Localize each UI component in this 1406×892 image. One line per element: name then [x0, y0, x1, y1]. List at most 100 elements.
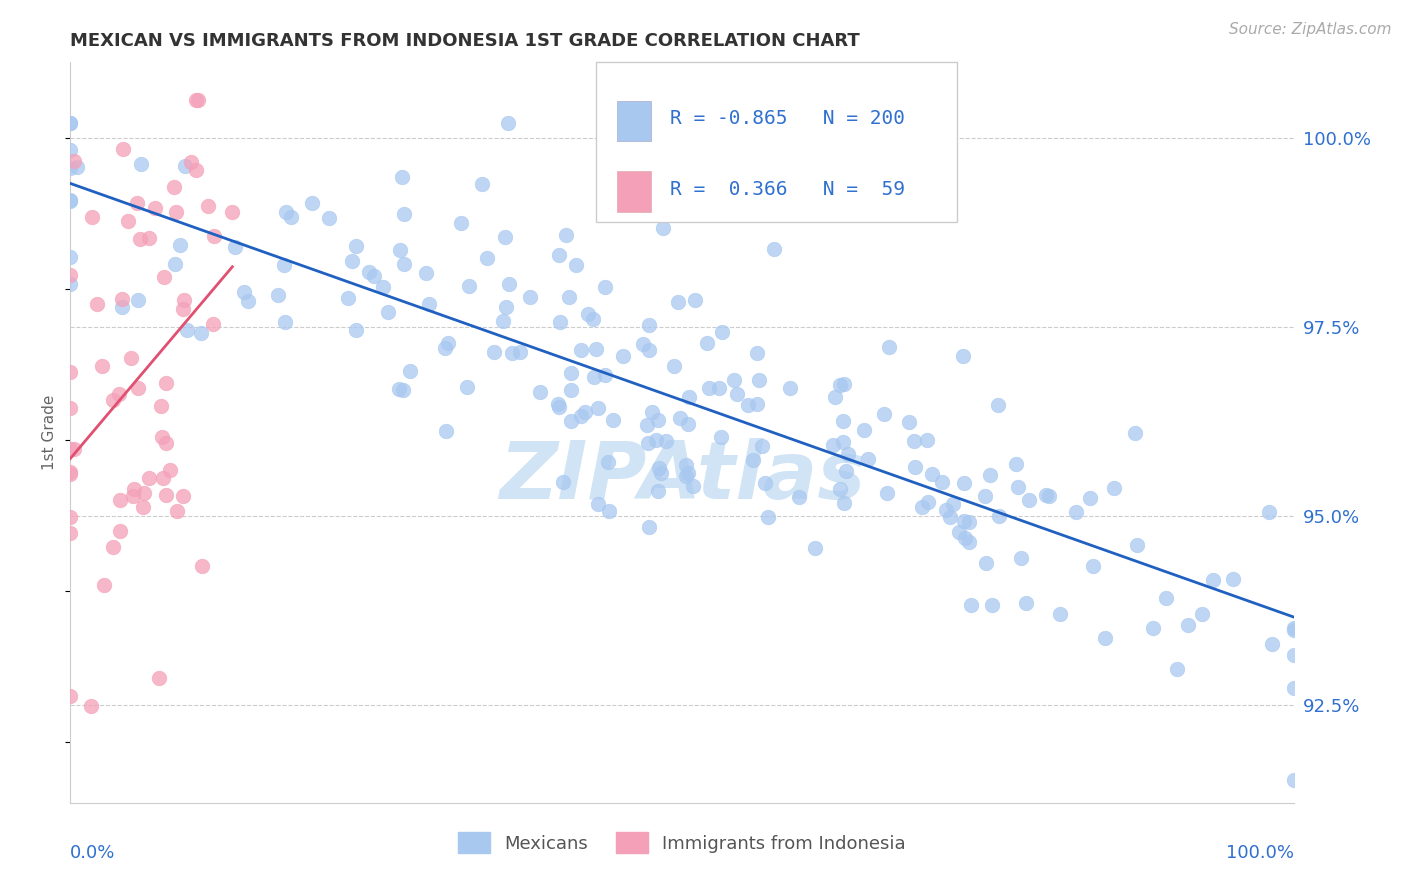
- Text: 0.0%: 0.0%: [70, 844, 115, 862]
- Point: [832, 376, 855, 391]
- Point: [63, 442, 86, 457]
- Point: [399, 364, 422, 378]
- Point: [1038, 489, 1060, 503]
- Point: [960, 598, 983, 612]
- Point: [921, 467, 943, 481]
- Point: [747, 346, 769, 360]
- Point: [824, 390, 846, 404]
- Point: [457, 279, 479, 293]
- Point: [394, 207, 416, 221]
- Point: [169, 238, 191, 252]
- Point: [484, 344, 506, 359]
- Point: [1282, 648, 1305, 662]
- Point: [585, 343, 607, 357]
- Point: [1078, 491, 1101, 505]
- Point: [392, 257, 415, 271]
- Point: [1177, 618, 1199, 632]
- Point: [155, 376, 177, 391]
- Point: [637, 436, 659, 450]
- Point: [1166, 662, 1188, 676]
- Point: [173, 293, 195, 307]
- Point: [1007, 479, 1029, 493]
- Point: [204, 229, 226, 244]
- Point: [117, 213, 139, 227]
- Point: [676, 466, 699, 480]
- Point: [172, 301, 194, 316]
- Point: [66, 160, 89, 174]
- Point: [471, 178, 494, 192]
- Point: [756, 510, 779, 524]
- Point: [697, 381, 720, 395]
- Point: [148, 671, 170, 685]
- Point: [101, 393, 124, 408]
- Point: [418, 297, 440, 311]
- Point: [576, 307, 599, 321]
- Point: [1123, 426, 1146, 441]
- Point: [763, 242, 786, 256]
- Point: [190, 326, 212, 340]
- Point: [804, 541, 827, 555]
- Point: [560, 366, 582, 380]
- Point: [498, 277, 520, 291]
- Text: ZIPAtlas: ZIPAtlas: [499, 438, 865, 516]
- Point: [274, 205, 297, 219]
- Point: [560, 384, 582, 398]
- Point: [931, 475, 953, 489]
- Point: [197, 199, 219, 213]
- Point: [391, 384, 413, 398]
- Point: [509, 344, 531, 359]
- Point: [1010, 550, 1032, 565]
- Point: [59, 442, 82, 456]
- Point: [233, 285, 256, 300]
- Point: [873, 407, 896, 421]
- Point: [59, 116, 82, 130]
- Point: [644, 433, 666, 447]
- Point: [155, 435, 177, 450]
- Point: [342, 253, 364, 268]
- Point: [560, 414, 582, 428]
- Point: [1104, 482, 1126, 496]
- Point: [373, 280, 395, 294]
- Point: [155, 487, 177, 501]
- Point: [638, 520, 661, 534]
- Point: [1005, 457, 1028, 471]
- Point: [574, 405, 596, 419]
- Point: [59, 690, 82, 704]
- Point: [648, 461, 671, 475]
- Point: [59, 466, 82, 480]
- Point: [633, 337, 655, 351]
- Point: [59, 161, 82, 176]
- Point: [747, 397, 769, 411]
- Point: [120, 351, 142, 366]
- Point: [953, 515, 976, 529]
- Point: [832, 496, 855, 510]
- Text: MEXICAN VS IMMIGRANTS FROM INDONESIA 1ST GRADE CORRELATION CHART: MEXICAN VS IMMIGRANTS FROM INDONESIA 1ST…: [70, 32, 860, 50]
- Point: [201, 317, 224, 331]
- Point: [641, 405, 664, 419]
- Text: R = -0.865   N = 200: R = -0.865 N = 200: [669, 110, 904, 128]
- Point: [942, 496, 965, 510]
- Point: [434, 425, 457, 439]
- Point: [955, 531, 977, 545]
- Point: [494, 230, 516, 244]
- Point: [837, 447, 859, 461]
- Point: [666, 295, 689, 310]
- Point: [904, 459, 927, 474]
- Point: [80, 698, 103, 713]
- Point: [437, 336, 460, 351]
- Point: [344, 323, 367, 337]
- Point: [832, 414, 855, 428]
- Legend: Mexicans, Immigrants from Indonesia: Mexicans, Immigrants from Indonesia: [450, 825, 914, 861]
- Point: [132, 486, 155, 500]
- Point: [59, 250, 82, 264]
- Point: [184, 163, 207, 178]
- Point: [150, 430, 173, 444]
- Point: [166, 504, 188, 518]
- Point: [647, 413, 669, 427]
- Point: [127, 293, 149, 307]
- Point: [569, 409, 592, 424]
- Point: [103, 540, 125, 554]
- Point: [450, 215, 472, 229]
- Point: [898, 415, 921, 429]
- Point: [725, 387, 748, 401]
